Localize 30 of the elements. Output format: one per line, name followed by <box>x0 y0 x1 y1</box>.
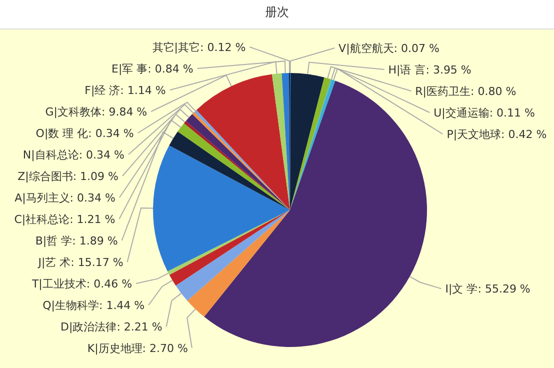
slice-label: G|文科教体: 9.84 % <box>45 105 148 118</box>
slice-label: N|自科总论: 0.34 % <box>22 148 124 162</box>
slice-label: A|马列主义: 0.34 % <box>14 191 116 204</box>
slice-label: Z|综合图书: 1.09 % <box>18 170 118 183</box>
slice-label: K|历史地理: 2.70 % <box>87 342 188 355</box>
slice-label: D|政治法律: 2.21 % <box>60 320 162 334</box>
slice-label: Q|生物科学: 1.44 % <box>42 298 145 312</box>
slice-label: V|航空航天: 0.07 % <box>338 42 440 55</box>
slice-label: H|语 言: 3.95 % <box>388 63 472 76</box>
chart-title: 册次 <box>265 5 289 19</box>
pie-slice <box>290 73 324 210</box>
slice-label: I|文 学: 55.29 % <box>445 282 530 296</box>
slice-label: P|天文地球: 0.42 % <box>446 128 547 141</box>
slice-label: O|数 理 化: 0.34 % <box>36 126 134 140</box>
pie-slice <box>196 74 290 210</box>
slice-label: F|经 济: 1.14 % <box>84 84 166 97</box>
slice-label: B|哲 学: 1.89 % <box>35 234 118 248</box>
pie-slice <box>176 210 290 301</box>
slice-label: C|社科总论: 1.21 % <box>14 212 116 226</box>
slice-label: 其它|其它: 0.12 % <box>152 40 246 54</box>
pie-slice <box>272 73 290 210</box>
slice-label: U|交通运输: 0.11 % <box>434 106 535 120</box>
slice-label: T|工业技术: 0.46 % <box>30 277 132 290</box>
pie-slice <box>169 210 290 286</box>
slice-label: J|艺 术: 15.17 % <box>37 256 124 269</box>
pie-slice <box>204 80 427 347</box>
slice-label: R|医药卫生: 0.80 % <box>415 84 516 98</box>
pie-slice <box>169 132 290 210</box>
slice-label: E|军 事: 0.84 % <box>112 62 194 76</box>
pie-slice <box>153 145 290 272</box>
